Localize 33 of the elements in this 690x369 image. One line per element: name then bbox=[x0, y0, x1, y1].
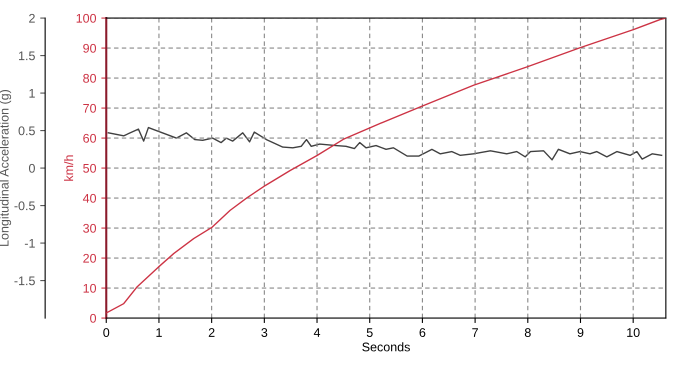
y-tick-label: 70 bbox=[83, 104, 96, 113]
y2-tick-label: -1 bbox=[24, 239, 35, 248]
line-series bbox=[108, 126, 662, 161]
y2-tick-label: -0.5 bbox=[14, 201, 35, 210]
y-tick-label: 10 bbox=[84, 284, 96, 293]
y-tick-label: 80 bbox=[83, 74, 96, 83]
y-tick-label: 100 bbox=[76, 14, 96, 23]
y-tick-label: 90 bbox=[83, 44, 96, 53]
x-tick-label: 0 bbox=[103, 328, 110, 337]
y2-tick-label: 2 bbox=[29, 14, 35, 23]
y-tick-label: 0 bbox=[90, 314, 96, 323]
y-tick-label: 50 bbox=[83, 164, 96, 173]
x-tick-label: 9 bbox=[578, 328, 584, 337]
x-tick-label: 10 bbox=[627, 328, 640, 337]
x-tick-label: 5 bbox=[366, 328, 373, 337]
x-tick-label: 4 bbox=[314, 328, 320, 337]
y-tick-label: 60 bbox=[83, 134, 96, 143]
x-tick-label: 6 bbox=[420, 328, 426, 337]
y2-tick-label: 1.5 bbox=[19, 52, 35, 60]
y-tick-label: 40 bbox=[82, 194, 96, 203]
x-tick-label: 3 bbox=[261, 328, 268, 337]
x-tick-label: 7 bbox=[472, 328, 478, 337]
x-axis-title: Seconds bbox=[362, 342, 410, 352]
x-tick-label: 2 bbox=[208, 328, 214, 337]
y-tick-label: 20 bbox=[83, 254, 96, 263]
y2-tick-label: 0 bbox=[28, 164, 35, 173]
y2-tick-label: 0.5 bbox=[18, 126, 35, 136]
x-tick-label: 1 bbox=[156, 328, 162, 337]
y-axis-title: km/h bbox=[64, 155, 74, 181]
y-tick-label: 30 bbox=[83, 224, 96, 233]
x-tick-label: 8 bbox=[524, 328, 531, 337]
y2-tick-label: 1 bbox=[29, 89, 35, 98]
y2-tick-label: -1.5 bbox=[14, 276, 35, 286]
